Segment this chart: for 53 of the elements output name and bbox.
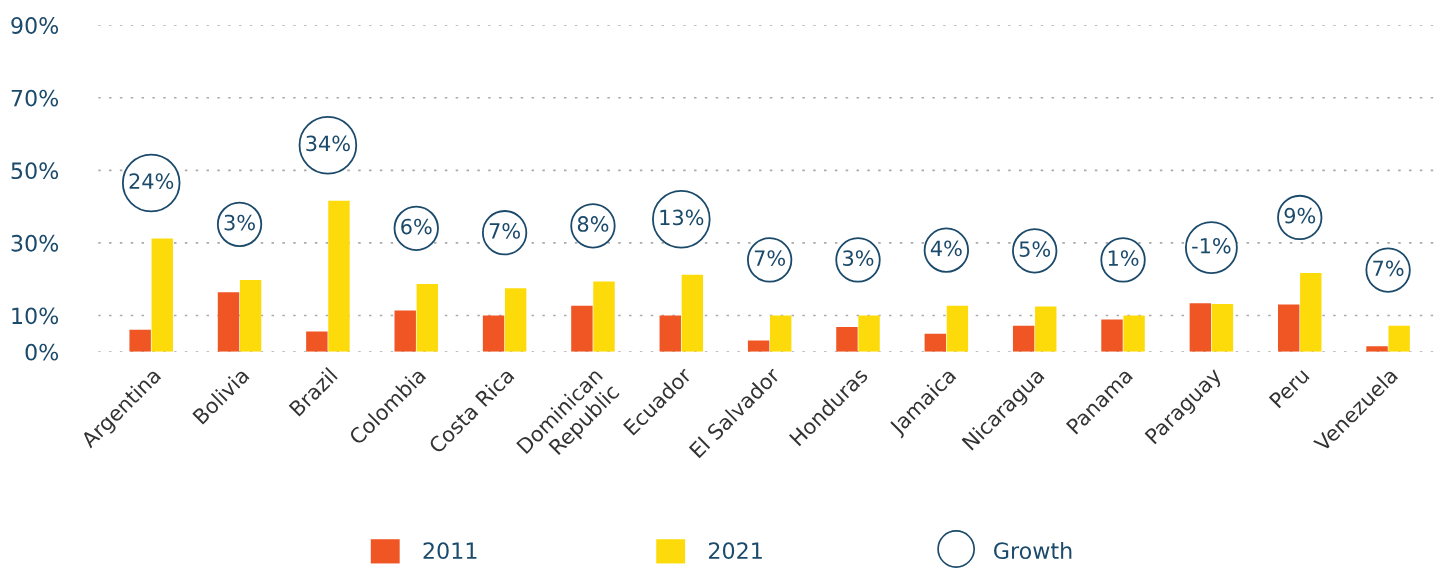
annotation: 24% — [129, 173, 174, 190]
bar — [924, 333, 947, 352]
annotation: 5% — [1019, 241, 1051, 257]
annotation: 13% — [660, 209, 704, 226]
bar — [217, 292, 240, 352]
annotation: 3% — [843, 250, 874, 266]
bar — [1123, 315, 1145, 352]
y-tick-label: 0% — [25, 343, 59, 361]
legend-label: 2011 — [423, 542, 477, 560]
annotation: 7% — [489, 223, 520, 239]
bar — [1211, 303, 1234, 352]
bar — [482, 315, 505, 352]
annotation: 7% — [754, 250, 786, 266]
y-tick-label: 30% — [11, 234, 59, 252]
legend-label: 2021 — [708, 542, 762, 560]
bar — [946, 305, 969, 352]
annotation: 3% — [224, 214, 255, 231]
bar — [1300, 273, 1322, 352]
bar — [858, 315, 880, 352]
bar — [416, 283, 439, 352]
bar — [836, 327, 858, 352]
annotation: -1% — [1192, 237, 1231, 254]
annotation: 6% — [401, 218, 432, 235]
bar — [1035, 306, 1057, 352]
bar — [659, 315, 681, 352]
bar — [394, 310, 416, 352]
bar — [328, 200, 350, 352]
bar — [1012, 325, 1035, 352]
bar — [593, 281, 615, 352]
bar — [1366, 346, 1388, 352]
bar — [306, 331, 328, 352]
bar — [151, 238, 173, 352]
y-tick-label: 10% — [12, 307, 59, 325]
bar — [1189, 303, 1212, 352]
bar — [769, 315, 792, 352]
legend-label: Growth — [994, 541, 1072, 560]
annotation: 4% — [930, 240, 962, 257]
bar — [681, 274, 704, 352]
y-tick-label: 50% — [11, 162, 59, 180]
bar — [1388, 325, 1410, 352]
annotation: 9% — [1284, 207, 1316, 224]
bar — [129, 329, 151, 352]
y-tick-label: 90% — [11, 17, 59, 34]
annotation: 7% — [1373, 260, 1404, 277]
annotation: 34% — [306, 135, 350, 152]
bar — [239, 279, 262, 352]
bar — [571, 305, 593, 352]
annotation: 8% — [577, 216, 609, 232]
bar — [504, 288, 527, 352]
bar — [1278, 304, 1300, 352]
y-tick-label: 70% — [11, 89, 59, 107]
annotation: 1% — [1108, 250, 1139, 266]
bar — [1101, 319, 1123, 352]
